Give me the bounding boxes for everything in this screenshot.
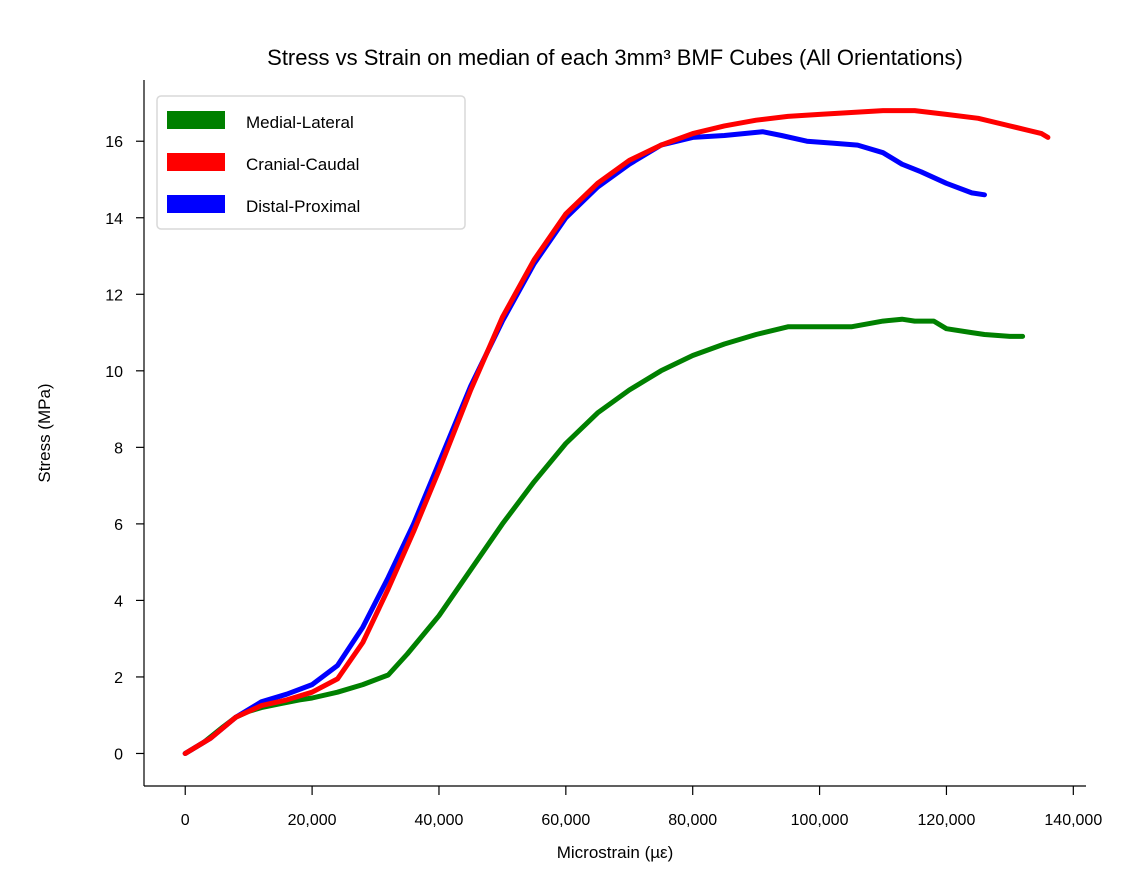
y-tick-label: 6	[114, 517, 123, 534]
x-axis-label: Microstrain (µε)	[557, 843, 674, 862]
y-tick-label: 0	[114, 746, 123, 763]
y-axis-label: Stress (MPa)	[35, 383, 54, 482]
y-tick-label: 4	[114, 593, 123, 610]
chart-title: Stress vs Strain on median of each 3mm³ …	[267, 45, 963, 70]
x-tick-label: 0	[181, 812, 190, 829]
legend: Medial-Lateral Cranial-Caudal Distal-Pro…	[156, 95, 466, 230]
x-tick-label: 140,000	[1044, 812, 1102, 829]
series-line-distal-proximal	[182, 129, 987, 756]
y-tick-label: 14	[105, 211, 123, 228]
x-tick-label: 60,000	[541, 812, 590, 829]
x-tick-label: 20,000	[288, 812, 337, 829]
x-tick-label: 120,000	[918, 812, 976, 829]
legend-frame	[156, 95, 466, 230]
x-ticks: 0 20,000 40,000 60,000 80,000 100,000 120,000 1…	[181, 786, 1102, 829]
legend-label-distal-proximal: Distal-Proximal	[246, 197, 360, 216]
y-tick-label: 16	[105, 134, 123, 151]
x-tick-label: 100,000	[791, 812, 849, 829]
y-tick-label: 12	[105, 287, 123, 304]
x-tick-label: 40,000	[415, 812, 464, 829]
x-tick-label: 80,000	[668, 812, 717, 829]
y-tick-label: 8	[114, 440, 123, 457]
y-ticks: 0 2 4 6 8 10 12 14 16	[105, 134, 144, 763]
legend-swatch-distal-proximal	[167, 195, 225, 213]
series-layer	[182, 108, 1051, 756]
legend-swatch-medial-lateral	[167, 111, 225, 129]
legend-label-cranial-caudal: Cranial-Caudal	[246, 155, 359, 174]
legend-label-medial-lateral: Medial-Lateral	[246, 113, 354, 132]
series-line-cranial-caudal	[182, 108, 1051, 756]
y-tick-label: 10	[105, 364, 123, 381]
legend-swatch-cranial-caudal	[167, 153, 225, 171]
series-line-medial-lateral	[182, 316, 1026, 756]
y-tick-label: 2	[114, 670, 123, 687]
